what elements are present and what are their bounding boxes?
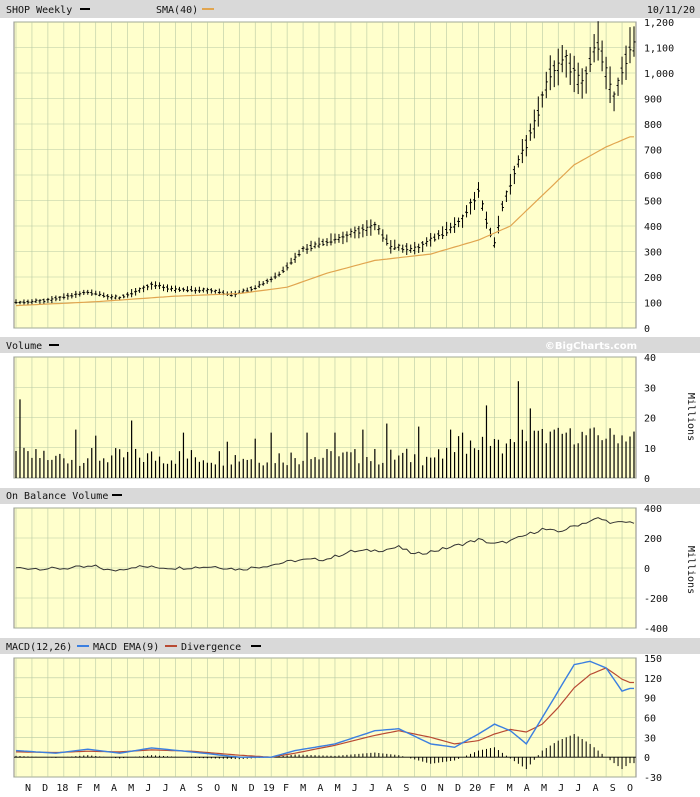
volume-tick-label: 40 <box>644 353 656 364</box>
sma-line <box>15 136 634 307</box>
obv-unit: Millions <box>685 546 696 594</box>
x-axis: N D 18 F M A M J J A S O N D 19 F M A M J J A S O N D 20 F M A M J J A S O <box>25 783 633 794</box>
macd-tick-label: 90 <box>644 694 656 705</box>
price-tick-label: 700 <box>644 146 662 157</box>
obv-tick-label: -200 <box>644 594 668 605</box>
obv-legend-swatch <box>112 494 122 496</box>
x-axis-label: O <box>421 783 427 794</box>
x-axis-label: N <box>231 783 237 794</box>
x-axis-label: M <box>128 783 134 794</box>
price-tick-label: 1,000 <box>644 69 674 80</box>
volume-label: Volume <box>6 341 42 352</box>
obv-panel: -400 -200 0 200 400 <box>13 504 668 635</box>
price-tick-label: 1,200 <box>644 18 674 29</box>
x-axis-label: O <box>214 783 220 794</box>
macd-ema-label: MACD EMA(9) <box>93 642 159 653</box>
price-tick-label: 300 <box>644 248 662 259</box>
volume-panel: 0 10 20 30 40 <box>13 353 656 485</box>
obv-tick-label: 400 <box>644 504 662 515</box>
divergence-legend-swatch <box>251 645 261 647</box>
price-tick-label: 400 <box>644 222 662 233</box>
price-tick-label: 0 <box>644 324 650 335</box>
x-axis-label: F <box>283 783 289 794</box>
x-axis-label: M <box>541 783 547 794</box>
chart-date: 10/11/20 <box>647 5 695 16</box>
volume-tick-label: 30 <box>644 383 656 394</box>
price-tick-label: 600 <box>644 171 662 182</box>
macd-ema-line <box>16 667 634 758</box>
x-axis-label: J <box>352 783 358 794</box>
x-axis-label: D <box>455 783 461 794</box>
x-axis-label: D <box>42 783 48 794</box>
x-axis-label: A <box>524 783 530 794</box>
x-axis-label: F <box>489 783 495 794</box>
x-axis-label: M <box>94 783 100 794</box>
volume-unit: Millions <box>685 393 696 441</box>
price-tick-label: 200 <box>644 273 662 284</box>
volume-legend-swatch <box>49 344 59 346</box>
obv-label: On Balance Volume <box>6 491 108 502</box>
volume-header-bar <box>0 337 700 353</box>
obv-line <box>15 517 635 572</box>
obv-header-bar <box>0 488 700 504</box>
x-axis-label: J <box>575 783 581 794</box>
macd-tick-label: 60 <box>644 714 656 725</box>
macd-header-bar <box>0 638 700 654</box>
volume-tick-label: 0 <box>644 474 650 485</box>
price-tick-label: 900 <box>644 95 662 106</box>
sma-label: SMA(40) <box>156 5 198 16</box>
macd-panel: -30 0 30 60 90 120 150 <box>13 654 662 784</box>
x-axis-label: M <box>335 783 341 794</box>
x-axis-label: M <box>507 783 513 794</box>
macd-label: MACD(12,26) <box>6 642 72 653</box>
x-axis-label: A <box>180 783 186 794</box>
x-axis-label: O <box>627 783 633 794</box>
volume-tick-label: 10 <box>644 444 656 455</box>
x-axis-label: D <box>249 783 255 794</box>
macd-tick-label: 150 <box>644 654 662 665</box>
x-axis-label: N <box>438 783 444 794</box>
obv-tick-label: 200 <box>644 534 662 545</box>
x-axis-label: 18 <box>56 783 68 794</box>
x-axis-label: A <box>317 783 323 794</box>
volume-tick-label: 20 <box>644 414 656 425</box>
price-tick-label: 800 <box>644 120 662 131</box>
x-axis-label: J <box>163 783 169 794</box>
x-axis-label: A <box>386 783 392 794</box>
price-panel: 0 100 200 300 400 500 600 700 800 900 1,000 1,100 1,… <box>13 18 674 335</box>
x-axis-label: 19 <box>263 783 275 794</box>
symbol-label: SHOP Weekly <box>6 5 72 16</box>
price-tick-label: 100 <box>644 299 662 310</box>
macd-tick-label: -30 <box>644 773 662 784</box>
obv-tick-label: 0 <box>644 564 650 575</box>
x-axis-label: S <box>197 783 203 794</box>
macd-legend-swatch <box>77 645 89 647</box>
x-axis-label: A <box>593 783 599 794</box>
x-axis-label: J <box>558 783 564 794</box>
macd-line <box>15 660 634 758</box>
sma-legend-swatch <box>202 8 214 10</box>
x-axis-label: J <box>145 783 151 794</box>
macd-tick-label: 0 <box>644 753 650 764</box>
price-header-bar <box>0 0 700 18</box>
copyright: ©BigCharts.com <box>545 341 637 352</box>
x-axis-label: F <box>77 783 83 794</box>
obv-tick-label: -400 <box>644 624 668 635</box>
symbol-legend-swatch <box>80 8 90 10</box>
x-axis-label: N <box>25 783 31 794</box>
x-axis-label: A <box>111 783 117 794</box>
x-axis-label: S <box>403 783 409 794</box>
macd-tick-label: 30 <box>644 733 656 744</box>
x-axis-label: S <box>610 783 616 794</box>
macd-ema-legend-swatch <box>165 645 177 647</box>
divergence-label: Divergence <box>181 642 241 653</box>
x-axis-label: 20 <box>469 783 481 794</box>
price-tick-label: 1,100 <box>644 44 674 55</box>
price-tick-label: 500 <box>644 197 662 208</box>
x-axis-label: J <box>369 783 375 794</box>
macd-tick-label: 120 <box>644 674 662 685</box>
x-axis-label: M <box>300 783 306 794</box>
